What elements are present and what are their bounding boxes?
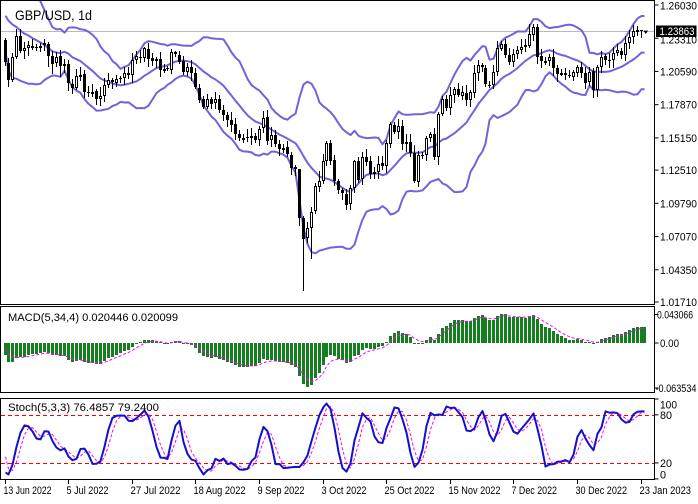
svg-text:1.23310: 1.23310 [660, 34, 697, 46]
svg-text:15 Nov 2022: 15 Nov 2022 [449, 485, 501, 497]
svg-text:3 Oct 2022: 3 Oct 2022 [322, 485, 367, 497]
svg-text:13 Jun 2022: 13 Jun 2022 [4, 485, 52, 497]
svg-text:1.17870: 1.17870 [660, 100, 697, 112]
svg-text:25 Oct 2022: 25 Oct 2022 [385, 485, 435, 497]
svg-text:Stoch(5,3,3) 76.4857 79.2400: Stoch(5,3,3) 76.4857 79.2400 [8, 402, 159, 414]
svg-text:1.23863: 1.23863 [660, 26, 695, 38]
svg-text:20: 20 [660, 458, 672, 470]
svg-text:GBP/USD, 1d: GBP/USD, 1d [15, 7, 92, 23]
svg-text:5 Jul 2022: 5 Jul 2022 [67, 485, 109, 497]
svg-text:30 Dec 2022: 30 Dec 2022 [576, 485, 628, 497]
svg-text:100: 100 [660, 399, 677, 411]
svg-text:1.20590: 1.20590 [660, 66, 697, 78]
svg-text:7 Dec 2022: 7 Dec 2022 [512, 485, 558, 497]
svg-text:80: 80 [660, 410, 672, 422]
svg-text:27 Jul 2022: 27 Jul 2022 [131, 485, 181, 497]
svg-text:1.01710: 1.01710 [660, 297, 697, 309]
svg-text:23 Jan 2023: 23 Jan 2023 [640, 485, 692, 497]
svg-text:0.00: 0.00 [660, 338, 679, 350]
svg-text:9 Sep 2022: 9 Sep 2022 [258, 485, 305, 497]
svg-text:MACD(5,34,4) 0.020446 0.020099: MACD(5,34,4) 0.020446 0.020099 [8, 312, 178, 324]
svg-text:1.15150: 1.15150 [660, 133, 697, 145]
svg-text:1.09790: 1.09790 [660, 198, 697, 210]
svg-text:-0.063534: -0.063534 [656, 383, 697, 395]
svg-text:1.12510: 1.12510 [660, 165, 697, 177]
svg-text:1.07070: 1.07070 [660, 232, 697, 244]
svg-text:1.04350: 1.04350 [660, 265, 697, 277]
svg-text:0: 0 [660, 469, 666, 481]
svg-text:18 Aug 2022: 18 Aug 2022 [194, 485, 246, 497]
svg-text:1.26030: 1.26030 [660, 0, 697, 12]
svg-text:0.043066: 0.043066 [657, 310, 693, 322]
